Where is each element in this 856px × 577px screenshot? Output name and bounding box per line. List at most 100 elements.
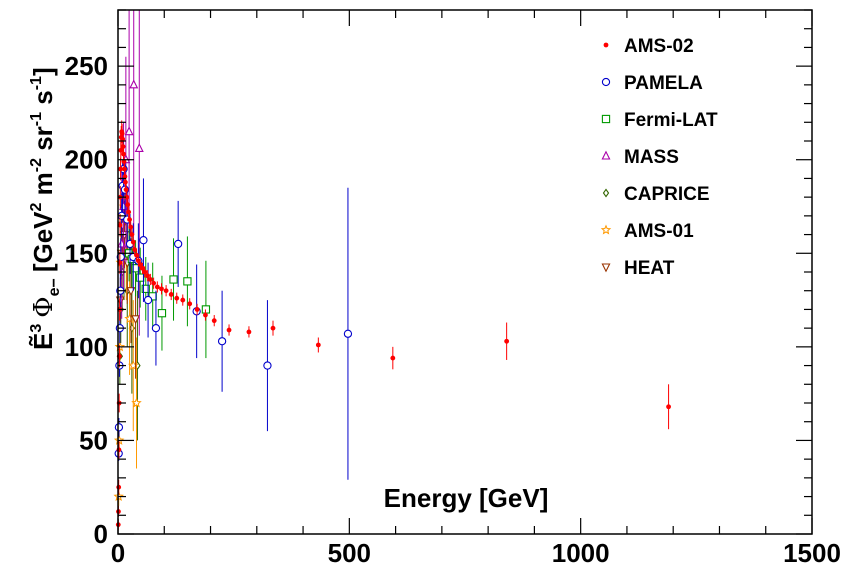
data-point <box>226 327 232 333</box>
data-point <box>130 239 136 245</box>
y-title-sr: sr <box>28 126 58 158</box>
legend-label: HEAT <box>624 258 675 279</box>
data-point <box>390 355 396 361</box>
data-point <box>123 187 129 193</box>
y-title-s: s <box>28 90 58 112</box>
data-point <box>151 323 161 333</box>
legend-label: AMS-01 <box>624 221 694 242</box>
data-point <box>183 277 192 286</box>
data-point <box>217 337 227 346</box>
data-point <box>169 275 178 284</box>
y-tick-label: 0 <box>94 519 108 549</box>
data-point <box>118 147 124 153</box>
x-tick-label: 500 <box>328 538 371 568</box>
data-point <box>145 273 151 279</box>
y-title-exp2: 2 <box>28 202 45 211</box>
legend-marker <box>601 263 611 273</box>
data-point <box>147 277 153 282</box>
data-point <box>173 239 183 249</box>
legend-marker <box>602 188 610 198</box>
y-axis-title: Ẽ3Φe−[GeV2 m-2 sr-1 s-1] <box>28 67 63 350</box>
legend-marker <box>601 77 611 87</box>
legend-marker <box>601 150 611 160</box>
data-point <box>151 280 157 286</box>
legend-entry: MASS <box>601 147 679 168</box>
data-point <box>116 447 122 453</box>
legend-marker <box>601 114 611 124</box>
legend-entry: PAMELA <box>601 73 703 94</box>
y-title-expm1a: -1 <box>28 112 45 126</box>
data-point <box>159 286 164 292</box>
data-point <box>180 297 186 303</box>
series-ams-02 <box>115 120 671 531</box>
y-title-phi-sub: e− <box>46 278 63 296</box>
y-title-expm2: -2 <box>28 158 45 172</box>
data-point <box>211 318 217 324</box>
data-point <box>270 325 276 331</box>
data-point <box>129 232 135 237</box>
plot-frame <box>117 9 813 535</box>
data-point <box>141 284 150 293</box>
y-title-m: m <box>28 172 58 202</box>
data-point <box>129 79 139 89</box>
y-tick-label: 100 <box>65 332 108 362</box>
y-tick-label: 200 <box>65 145 108 175</box>
data-point <box>666 404 671 410</box>
legend-entry: HEAT <box>601 258 675 279</box>
data-point <box>315 342 321 348</box>
legend-entry: AMS-01 <box>600 221 694 242</box>
x-tick-label: 1000 <box>552 538 610 568</box>
legend-label: PAMELA <box>624 73 703 94</box>
x-tick-label: 1500 <box>783 538 841 568</box>
data-point <box>123 179 128 185</box>
data-point <box>134 143 144 153</box>
data-point <box>343 329 353 338</box>
data-point <box>194 307 200 312</box>
data-point <box>135 258 141 264</box>
data-point <box>187 301 193 307</box>
data-point <box>136 273 145 282</box>
data-point <box>203 312 208 318</box>
legend-entry: AMS-02 <box>603 36 694 57</box>
legend-marker <box>603 42 609 48</box>
y-title-phi: Φ <box>29 296 59 317</box>
data-point <box>128 224 134 230</box>
data-point <box>143 295 153 305</box>
data-point <box>168 292 174 297</box>
data-point <box>163 288 169 294</box>
data-point <box>125 202 131 208</box>
data-point <box>139 236 148 245</box>
data-point <box>126 287 136 297</box>
y-tick-label: 50 <box>79 425 108 455</box>
data-point <box>504 338 510 344</box>
data-point <box>124 126 134 136</box>
data-point <box>134 252 139 258</box>
legend-label: Fermi-LAT <box>624 110 718 131</box>
data-point <box>118 166 123 172</box>
axes: 0 500 1000 1500 0 50 100 150 200 250 <box>65 9 841 568</box>
legend-entry: CAPRICE <box>602 184 710 205</box>
data-point <box>127 217 132 223</box>
legend-entry: Fermi-LAT <box>601 110 718 131</box>
data-point <box>131 264 140 273</box>
series-pamela <box>114 141 353 480</box>
legend-label: MASS <box>624 147 679 168</box>
data-point <box>174 295 180 301</box>
y-title-exp3: 3 <box>28 324 45 333</box>
x-axis-title: Energy [GeV] <box>384 483 549 513</box>
y-title-expm1b: -1 <box>28 76 45 90</box>
data-point <box>154 284 160 290</box>
legend: AMS-02 PAMELA Fermi-LAT MASS CAPRICE AMS-01 HE… <box>600 36 718 279</box>
data-point <box>137 262 143 267</box>
data-point <box>157 309 167 318</box>
data-point <box>131 315 141 325</box>
y-title-close: ] <box>28 67 58 76</box>
data-point <box>114 423 124 432</box>
legend-label: AMS-02 <box>624 36 694 57</box>
chart-marks <box>113 10 671 531</box>
data-point <box>263 361 272 370</box>
legend-marker <box>600 224 612 235</box>
y-tick-label: 250 <box>65 51 108 81</box>
data-point <box>132 247 138 252</box>
